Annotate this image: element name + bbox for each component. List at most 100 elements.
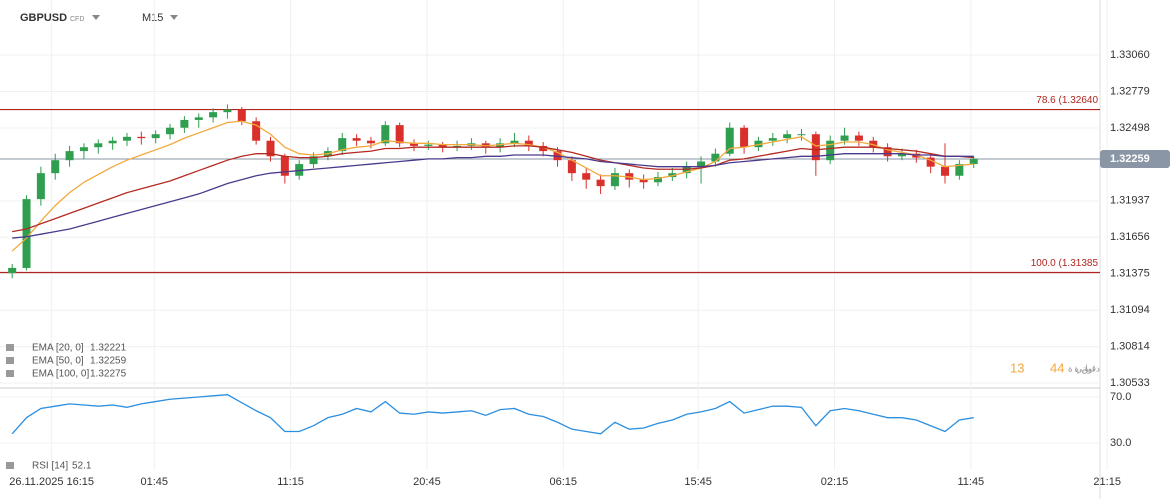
candle-body — [567, 160, 576, 174]
rsi-line — [11, 394, 974, 435]
candle-body — [639, 179, 648, 183]
legend-value: 52.1 — [72, 461, 92, 472]
candle-body — [266, 140, 275, 157]
candle-body — [352, 138, 361, 141]
candle-body — [438, 144, 447, 148]
candle-body — [883, 147, 892, 157]
candle-body — [653, 177, 662, 183]
y-tick-label: 1.30814 — [1110, 340, 1150, 352]
candle-body — [194, 117, 203, 120]
countdown-label: ثواني ة — [1068, 363, 1095, 374]
y-tick-label: 1.31937 — [1110, 195, 1150, 207]
candle-body — [424, 144, 433, 146]
legend-icon — [6, 462, 14, 469]
price-label: 1.32259 — [1110, 153, 1150, 165]
legend-name: EMA [20, 0] — [32, 343, 84, 354]
x-tick-label: 11:45 — [957, 476, 984, 488]
candle-body — [237, 109, 246, 122]
candle-body — [826, 140, 835, 161]
x-tick-label: 21:15 — [1093, 476, 1121, 488]
price-badge — [1100, 150, 1170, 169]
legend-name: EMA [50, 0] — [32, 356, 84, 367]
candle-body — [510, 140, 519, 144]
symbol[interactable]: GBPUSD — [20, 12, 67, 24]
x-tick-label: 06:15 — [549, 476, 577, 488]
y-tick-label: 1.32779 — [1110, 85, 1150, 97]
candle-body — [338, 138, 347, 152]
rsi-tick-label: 30.0 — [1110, 437, 1131, 449]
candle-body — [711, 153, 720, 162]
candle-body — [610, 173, 619, 187]
y-tick-label: 1.31094 — [1110, 304, 1150, 316]
x-tick-label: 02:15 — [821, 476, 849, 488]
legend-value: 1.32221 — [90, 343, 127, 354]
candle-body — [252, 121, 261, 141]
candle-body — [36, 173, 45, 200]
candle-body — [539, 145, 548, 152]
candle-body — [524, 140, 533, 146]
candle-body — [854, 135, 863, 141]
candle-body — [209, 112, 218, 118]
candle-body — [65, 151, 74, 161]
candle-body — [582, 173, 591, 180]
candle-body — [122, 136, 131, 141]
candle-body — [94, 143, 103, 148]
candle-body — [410, 143, 419, 146]
timeframe[interactable]: M15 — [142, 12, 163, 24]
candle-body — [51, 160, 60, 174]
candle-body — [740, 127, 749, 148]
ema-line — [12, 153, 974, 239]
legend-icon[interactable] — [6, 357, 14, 364]
legend-value: 1.32275 — [90, 369, 127, 380]
candle-body — [366, 140, 375, 144]
legend-value: 1.32259 — [90, 356, 127, 367]
fib-label: 100.0 (1.31385 — [1031, 258, 1099, 269]
y-tick-label: 1.31375 — [1110, 268, 1150, 280]
y-tick-label: 1.31656 — [1110, 231, 1150, 243]
rsi-tick-label: 70.0 — [1110, 391, 1131, 403]
candle-body — [941, 166, 950, 176]
candle-body — [811, 134, 820, 161]
candle-body — [108, 140, 117, 144]
candle-body — [22, 199, 31, 268]
y-tick-label: 1.33060 — [1110, 49, 1150, 61]
countdown-seconds: 13 — [1010, 360, 1024, 375]
candle-body — [596, 179, 605, 187]
candle-body — [151, 134, 160, 139]
x-tick-label: 15:45 — [684, 476, 712, 488]
candle-body — [395, 125, 404, 144]
candle-body — [969, 158, 978, 165]
candle-body — [8, 267, 17, 274]
fib-label: 78.6 (1.32640 — [1036, 95, 1098, 106]
dropdown-arrow[interactable] — [170, 15, 178, 20]
legend-name: EMA [100, 0] — [32, 369, 89, 380]
candle-body — [783, 134, 792, 139]
dropdown-arrow[interactable] — [92, 15, 100, 20]
legend-icon[interactable] — [6, 370, 14, 377]
candle-body — [768, 138, 777, 141]
candle-body — [697, 161, 706, 167]
candle-body — [955, 164, 964, 176]
symbol-type: CFD — [70, 16, 84, 23]
legend-name: RSI [14] — [32, 461, 68, 472]
ema-line — [12, 145, 974, 233]
ema-line — [11, 120, 974, 252]
candle-body — [797, 134, 806, 136]
candle-body — [725, 127, 734, 154]
candle-body — [309, 156, 318, 165]
countdown-label: دقيق ة — [1074, 363, 1100, 374]
legend-icon[interactable] — [6, 344, 14, 351]
candle-body — [897, 153, 906, 157]
x-tick-label: 26.11.2025 16:15 — [9, 476, 94, 488]
candle-body — [79, 147, 88, 152]
candle-body — [180, 119, 189, 128]
x-tick-label: 20:45 — [413, 476, 441, 488]
countdown-minutes: 44 — [1050, 360, 1064, 375]
candle-body — [223, 109, 232, 113]
x-tick-label: 11:15 — [277, 476, 304, 488]
y-tick-label: 1.30533 — [1110, 377, 1150, 389]
candle-body — [926, 157, 935, 167]
